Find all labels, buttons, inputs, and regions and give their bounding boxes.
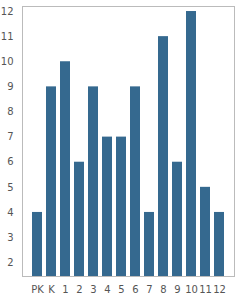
svg-text:4: 4 xyxy=(104,284,110,295)
svg-text:9: 9 xyxy=(174,284,180,295)
svg-text:12: 12 xyxy=(1,6,14,17)
svg-text:12: 12 xyxy=(213,284,226,295)
svg-text:9: 9 xyxy=(7,81,13,92)
svg-text:5: 5 xyxy=(7,182,13,193)
svg-text:3: 3 xyxy=(7,232,13,243)
svg-text:2: 2 xyxy=(7,257,13,268)
svg-text:8: 8 xyxy=(7,106,13,117)
svg-text:7: 7 xyxy=(146,284,152,295)
svg-text:4: 4 xyxy=(7,207,13,218)
svg-text:7: 7 xyxy=(7,131,13,142)
svg-text:11: 11 xyxy=(1,31,14,42)
svg-text:10: 10 xyxy=(1,56,14,67)
svg-text:10: 10 xyxy=(185,284,198,295)
svg-text:K: K xyxy=(48,284,55,295)
svg-text:8: 8 xyxy=(160,284,166,295)
svg-text:3: 3 xyxy=(90,284,96,295)
svg-text:6: 6 xyxy=(132,284,138,295)
svg-text:2: 2 xyxy=(76,284,82,295)
svg-text:6: 6 xyxy=(7,156,13,167)
svg-text:1: 1 xyxy=(62,284,68,295)
svg-text:PK: PK xyxy=(31,284,44,295)
svg-text:5: 5 xyxy=(118,284,124,295)
svg-text:11: 11 xyxy=(199,284,212,295)
